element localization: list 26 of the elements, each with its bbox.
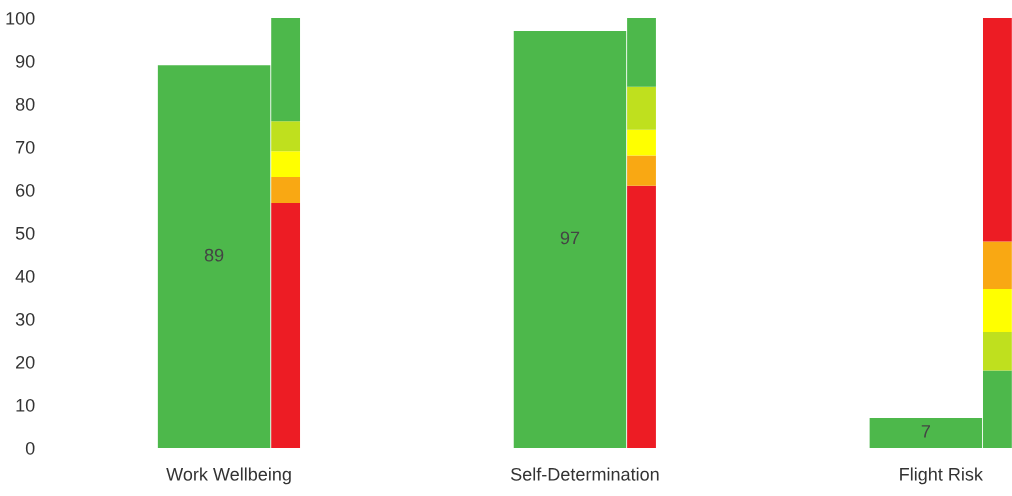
bar — [271, 151, 301, 178]
bar — [271, 177, 301, 203]
bar — [271, 202, 301, 448]
y-tick-label: 100 — [6, 11, 35, 25]
y-tick-label: 0 — [25, 441, 35, 455]
x-tick-label: Flight Risk — [900, 467, 983, 485]
y-tick-label: 60 — [16, 183, 35, 197]
y-tick-label: 30 — [15, 312, 35, 326]
x-tick-label: Work Wellbeing — [166, 467, 291, 485]
bar — [627, 155, 656, 186]
x-tick-label: Self-Determination — [510, 467, 659, 481]
bar — [627, 129, 656, 156]
data-label: 89 — [204, 248, 224, 262]
y-tick-label: 70 — [16, 140, 35, 154]
y-tick-label: 10 — [16, 398, 35, 412]
bar — [627, 86, 656, 130]
data-label: 7 — [921, 425, 930, 438]
y-tick-label: 40 — [15, 269, 35, 283]
y-tick-label: 50 — [15, 226, 35, 240]
data-label: 97 — [560, 231, 580, 245]
y-tick-label: 90 — [15, 54, 35, 68]
bar — [627, 185, 656, 448]
bar — [982, 288, 1012, 332]
y-tick-label: 80 — [15, 97, 35, 111]
bar — [271, 121, 301, 152]
y-tick-label: 20 — [16, 355, 35, 369]
